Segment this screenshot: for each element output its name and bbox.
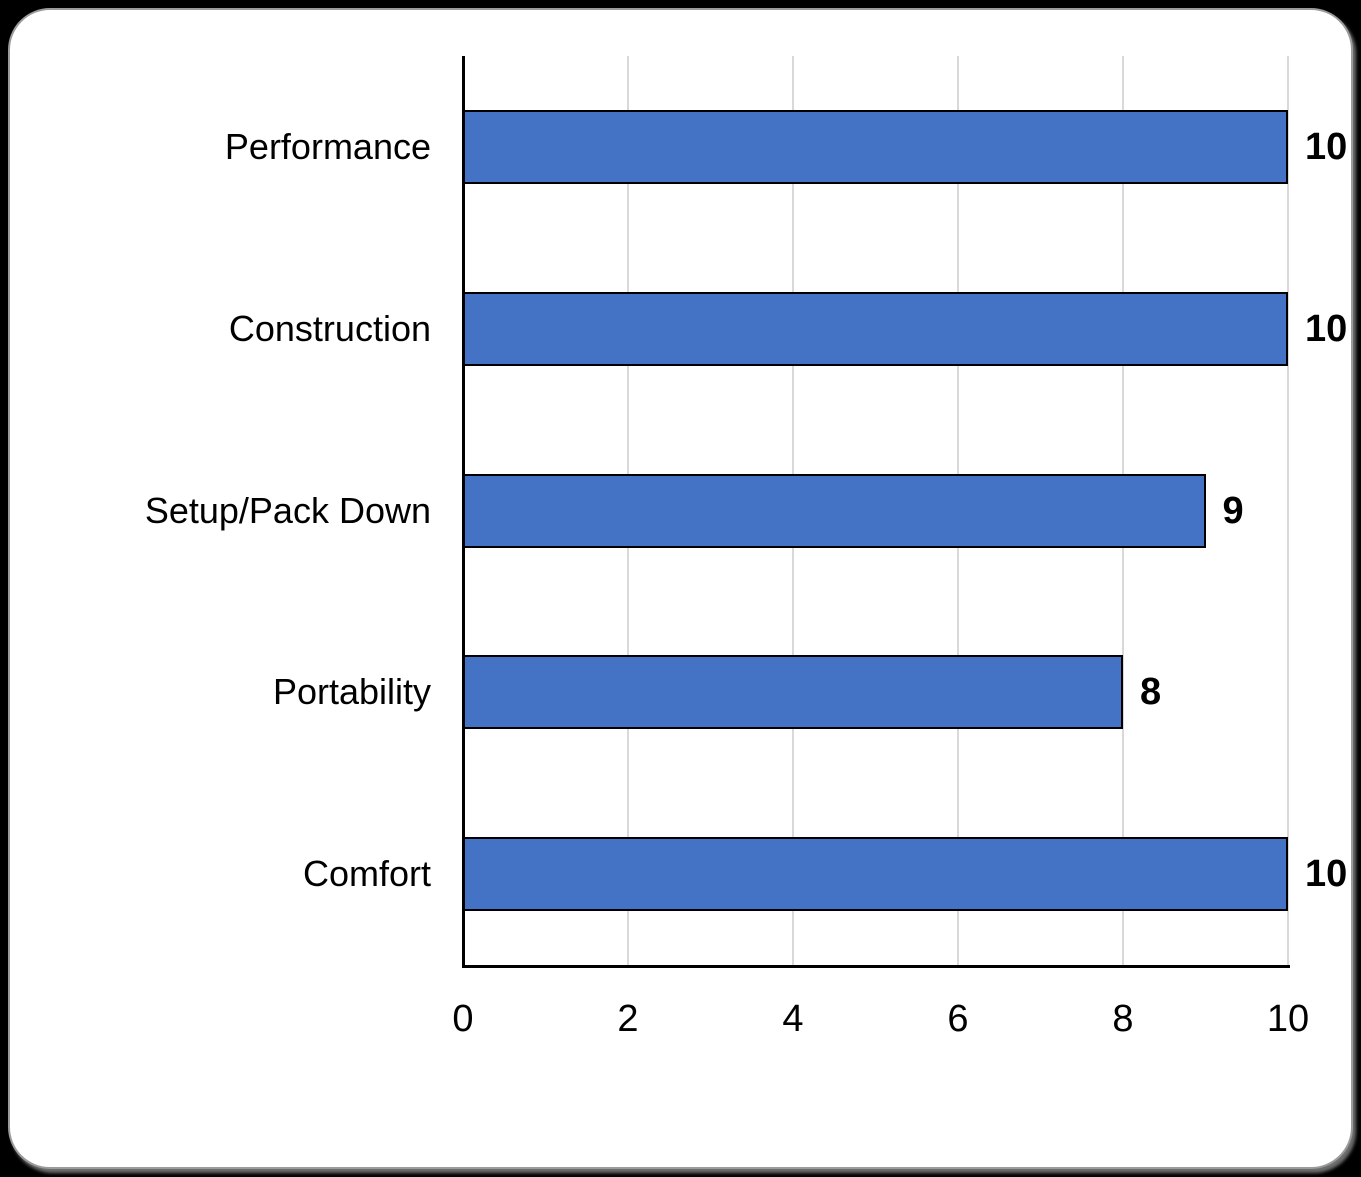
x-tick-label-2: 2 xyxy=(617,998,639,1040)
x-tick-label-10: 10 xyxy=(1266,998,1310,1040)
x-tick-label-4: 4 xyxy=(782,998,804,1040)
x-tick-label-8: 8 xyxy=(1112,998,1134,1040)
bar-construction xyxy=(463,291,1288,366)
bar-portability xyxy=(463,655,1123,730)
category-label-comfort: Comfort xyxy=(302,853,431,895)
x-tick-label-0: 0 xyxy=(452,998,474,1040)
bar-performance xyxy=(463,109,1288,184)
x-axis-line xyxy=(461,965,1290,968)
gridline-x-10 xyxy=(1287,56,1289,965)
value-label-construction: 10 xyxy=(1305,307,1348,350)
value-label-comfort: 10 xyxy=(1305,853,1348,896)
value-label-performance: 10 xyxy=(1305,125,1348,168)
bar-comfort xyxy=(463,837,1288,912)
category-label-portability: Portability xyxy=(272,671,431,713)
y-axis-line xyxy=(461,56,465,968)
value-label-setup-pack-down: 9 xyxy=(1222,489,1244,532)
category-label-performance: Performance xyxy=(224,126,431,167)
category-label-construction: Construction xyxy=(228,307,431,349)
value-label-portability: 8 xyxy=(1140,671,1162,714)
chart-card: Performance 10 Construction 10 Setup/Pack Do… xyxy=(8,8,1353,1169)
category-label-setup-pack-down: Setup/Pack Down xyxy=(144,489,431,531)
bar-setup-pack-down xyxy=(463,473,1206,548)
x-tick-label-6: 6 xyxy=(947,998,969,1040)
